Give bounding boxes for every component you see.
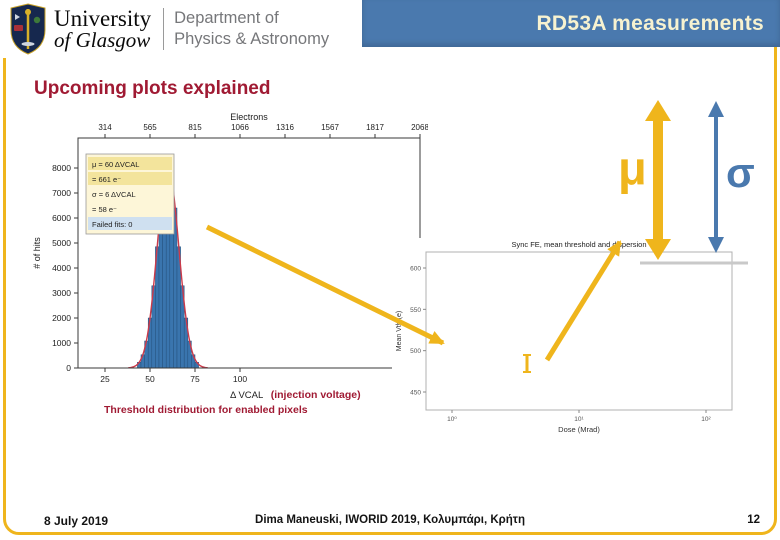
- histogram-caption: Threshold distribution for enabled pixel…: [104, 404, 308, 416]
- xaxis-label: Δ VCAL: [230, 390, 264, 401]
- electrons-tick-label: 2068: [411, 123, 428, 132]
- header-logo-block: University of Glasgow Department of Phys…: [0, 0, 362, 58]
- x-tick-label: 10¹: [574, 416, 584, 423]
- electrons-tick-label: 1817: [366, 123, 384, 132]
- xaxis-annotation: (injection voltage): [270, 389, 361, 401]
- mu-arrow-head-bottom: [645, 239, 671, 260]
- header-divider: [163, 8, 165, 50]
- y-tick-label: 600: [410, 266, 421, 273]
- electrons-tick-label: 1316: [276, 123, 294, 132]
- footer-date: 8 July 2019: [44, 514, 109, 528]
- electrons-axis-label: Electrons: [230, 112, 268, 122]
- x-tick-label: 50: [145, 374, 155, 384]
- university-crest-icon: [10, 3, 46, 55]
- electrons-tick-label: 1066: [231, 123, 249, 132]
- y-tick-label: 2000: [52, 313, 71, 323]
- x-tick-label: 10⁰: [447, 416, 457, 423]
- x-axis-label: Dose (Mrad): [558, 425, 600, 434]
- x-tick-label: 100: [233, 374, 247, 384]
- y-tick-label: 500: [410, 348, 421, 355]
- y-tick-label: 0: [66, 363, 71, 373]
- y-axis-label: # of hits: [32, 237, 42, 269]
- university-name-line1: University: [54, 5, 152, 31]
- university-wordmark: University of Glasgow: [54, 5, 152, 53]
- y-tick-label: 5000: [52, 238, 71, 248]
- page-number: 12: [747, 514, 760, 526]
- threshold-histogram-chart: 0 1000 2000 3000 4000 5000 6000 7000 8000 25 50 75 1…: [32, 112, 428, 384]
- department-line1: Department of: [174, 9, 279, 28]
- legend-strip: [88, 217, 172, 230]
- legend-line: σ = 6 ΔVCAL: [92, 190, 136, 199]
- sigma-arrow-head-top: [708, 101, 724, 117]
- banner-title: RD53A measurements: [536, 11, 764, 35]
- mu-sigma-arrows: [640, 100, 748, 265]
- y-tick-label: 7000: [52, 188, 71, 198]
- y-tick-label: 550: [410, 307, 421, 314]
- plot-frame: [425, 251, 733, 411]
- department-name: Department of Physics & Astronomy: [174, 8, 329, 49]
- department-line2: Physics & Astronomy: [174, 30, 330, 48]
- y-tick-label: 8000: [52, 163, 71, 173]
- legend-line: Failed fits: 0: [92, 220, 132, 229]
- legend-strip: [88, 172, 172, 185]
- banner: RD53A measurements: [362, 0, 780, 47]
- sigma-arrow-head-bottom: [708, 237, 724, 253]
- electrons-tick-label: 815: [188, 123, 202, 132]
- page-title: Upcoming plots explained: [34, 78, 271, 99]
- legend-strip: [88, 157, 172, 170]
- mu-sigma-annotation: μ σ: [612, 96, 772, 271]
- legend-line: = 58 e⁻: [92, 205, 117, 214]
- x-tick-label: 25: [100, 374, 110, 384]
- electrons-tick-label: 565: [143, 123, 157, 132]
- mu-arrow-head-top: [645, 100, 671, 121]
- y-tick-label: 3000: [52, 288, 71, 298]
- y-tick-label: 4000: [52, 263, 71, 273]
- electrons-tick-label: 314: [98, 123, 112, 132]
- x-tick-label: 10²: [701, 416, 711, 423]
- mu-symbol: μ: [618, 141, 647, 194]
- university-name-line2: of Glasgow: [54, 28, 151, 53]
- footer-credit: Dima Maneuski, IWORID 2019, Κολυμπάρι, Κ…: [255, 514, 525, 526]
- electrons-tick-label: 1567: [321, 123, 339, 132]
- y-tick-label: 6000: [52, 213, 71, 223]
- xaxis-caption: Δ VCAL (injection voltage): [230, 385, 361, 403]
- x-tick-label: 75: [190, 374, 200, 384]
- y-axis-label: Mean Vth (e): [396, 311, 403, 351]
- legend-line: μ = 60 ΔVCAL: [92, 160, 139, 169]
- y-tick-label: 1000: [52, 338, 71, 348]
- sigma-symbol: σ: [726, 149, 755, 196]
- y-tick-label: 450: [410, 390, 421, 397]
- legend-line: = 661 e⁻: [92, 175, 121, 184]
